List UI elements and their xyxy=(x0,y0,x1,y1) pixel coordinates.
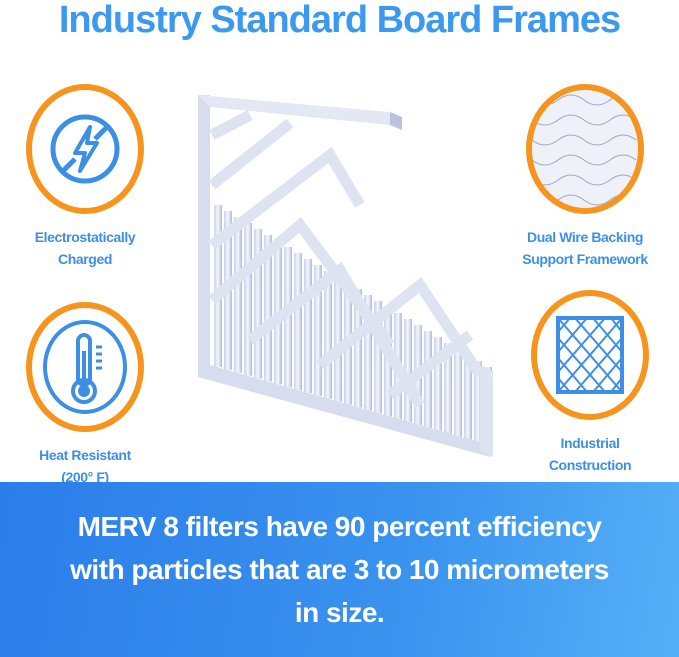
feature-industrial: Industrial Construction xyxy=(505,290,675,476)
filter-pleat xyxy=(424,331,432,428)
filter-pleat xyxy=(354,289,362,408)
feature-dual-wire: Dual Wire Backing Support Framework xyxy=(500,84,670,270)
air-filter-image xyxy=(198,95,493,457)
wire-mesh-icon xyxy=(532,94,637,206)
no-lightning-icon xyxy=(50,114,120,184)
filter-pleat xyxy=(334,277,342,402)
feature-label: Dual Wire Backing xyxy=(527,229,643,245)
filter-pleat xyxy=(314,265,322,396)
filter-pleat xyxy=(464,355,472,440)
feature-electrostatic: Electrostatically Charged xyxy=(0,84,170,270)
feature-ring xyxy=(26,84,144,214)
filter-pleat xyxy=(304,259,312,394)
feature-heat-resistant: Heat Resistant (200° F) xyxy=(0,302,170,488)
filter-pleat xyxy=(294,253,302,391)
filter-pleat xyxy=(264,235,272,382)
feature-label: (200° F) xyxy=(61,469,109,485)
filter-pleat xyxy=(434,337,442,431)
filter-pleat xyxy=(374,301,382,414)
feature-label: Heat Resistant xyxy=(39,447,131,463)
feature-label: Construction xyxy=(548,457,632,473)
filter-pleat xyxy=(244,223,252,376)
filter-pleat xyxy=(324,271,332,399)
filter-pleat xyxy=(254,229,262,379)
feature-label: Industrial xyxy=(560,435,620,451)
filter-pleat xyxy=(364,295,372,411)
filter-pleat xyxy=(404,319,412,423)
feature-ring xyxy=(26,302,144,432)
feature-ring xyxy=(531,290,649,420)
filter-pleat xyxy=(444,343,452,434)
feature-label: Support Framework xyxy=(522,251,648,267)
grid-frame-icon xyxy=(556,316,624,394)
info-banner: MERV 8 filters have 90 percent efficienc… xyxy=(0,482,679,657)
filter-pleat xyxy=(474,361,482,443)
filter-pleat xyxy=(454,349,462,437)
thermometer-icon xyxy=(43,320,127,414)
feature-label: Charged xyxy=(58,251,112,267)
filter-pleat xyxy=(214,205,222,367)
banner-text: MERV 8 filters have 90 percent efficienc… xyxy=(70,511,609,628)
filter-pleat xyxy=(234,217,242,373)
page-title: Industry Standard Board Frames xyxy=(58,0,621,41)
feature-label: Electrostatically xyxy=(34,229,136,245)
feature-ring xyxy=(526,84,644,214)
